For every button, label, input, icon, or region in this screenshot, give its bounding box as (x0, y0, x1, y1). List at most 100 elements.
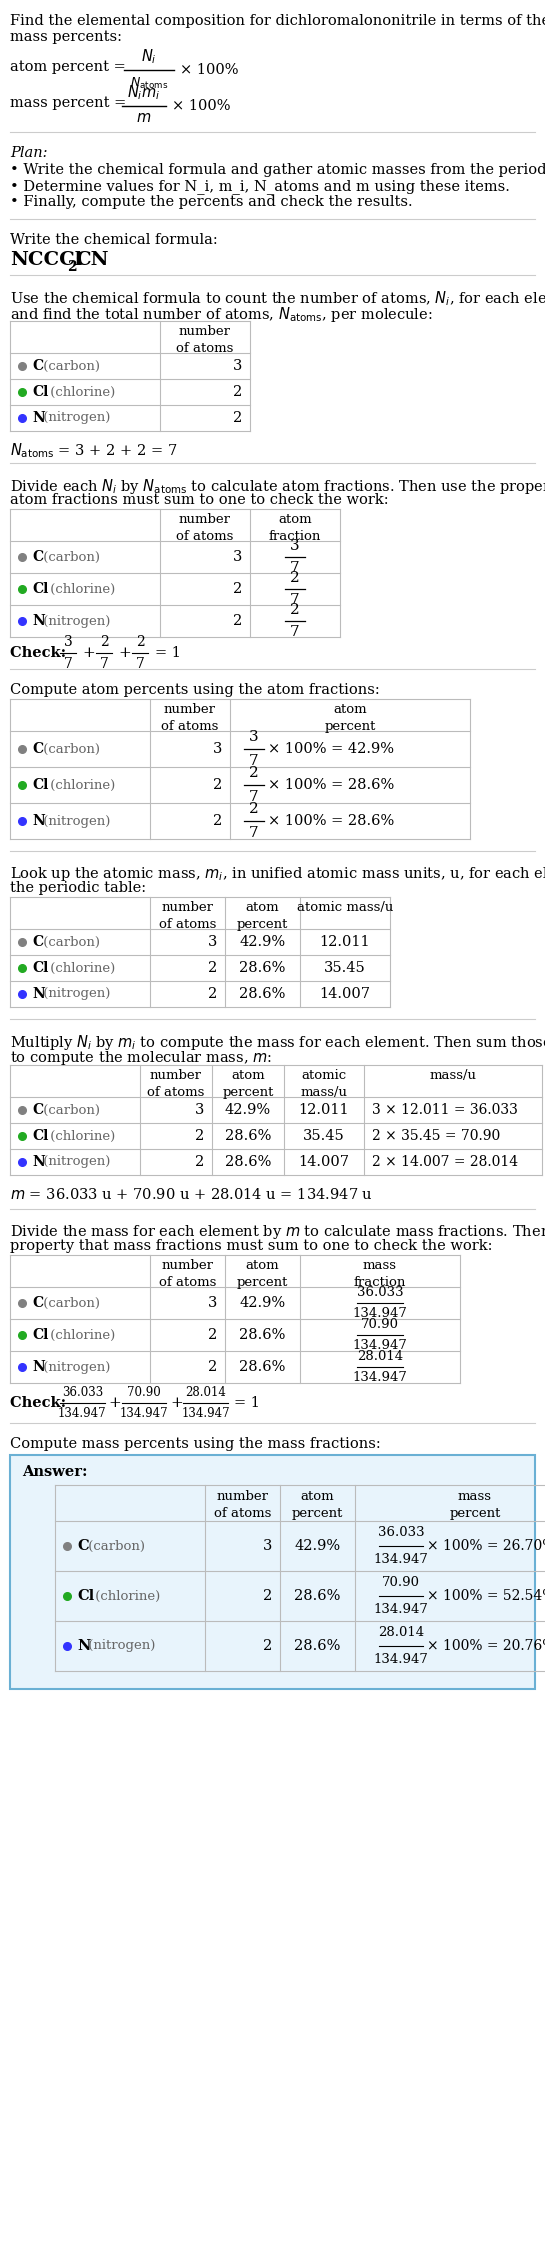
Text: (chlorine): (chlorine) (46, 778, 116, 792)
Text: 2 × 35.45 = 70.90: 2 × 35.45 = 70.90 (372, 1128, 500, 1144)
Text: 2: 2 (263, 1640, 272, 1654)
Text: Cl: Cl (77, 1588, 94, 1604)
Text: 2: 2 (263, 1588, 272, 1604)
Text: C: C (32, 742, 43, 756)
Text: Divide the mass for each element by $m$ to calculate mass fractions. Then use th: Divide the mass for each element by $m$ … (10, 1223, 545, 1241)
Text: C: C (32, 359, 43, 372)
Text: (nitrogen): (nitrogen) (39, 1360, 111, 1374)
Text: 3: 3 (208, 934, 217, 950)
Text: 134.947: 134.947 (373, 1654, 428, 1665)
Text: 3: 3 (233, 359, 242, 372)
Text: the periodic table:: the periodic table: (10, 882, 146, 896)
Text: 7: 7 (136, 656, 144, 670)
Text: 2: 2 (208, 1329, 217, 1342)
Text: N: N (77, 1640, 90, 1654)
Text: 7: 7 (290, 593, 300, 607)
Text: 3: 3 (213, 742, 222, 756)
Text: C: C (32, 1103, 43, 1117)
Text: property that mass fractions must sum to one to check the work:: property that mass fractions must sum to… (10, 1239, 493, 1252)
Text: 2: 2 (213, 778, 222, 792)
Text: number
of atoms: number of atoms (177, 325, 234, 354)
Text: Cl: Cl (32, 386, 49, 399)
Text: $m$: $m$ (136, 111, 152, 124)
Text: mass/u: mass/u (429, 1069, 476, 1083)
Text: 7: 7 (249, 790, 259, 803)
Text: N: N (32, 814, 45, 828)
Text: 2 × 14.007 = 28.014: 2 × 14.007 = 28.014 (372, 1155, 518, 1169)
Text: Cl: Cl (32, 778, 49, 792)
Text: 28.6%: 28.6% (225, 1155, 271, 1169)
Text: mass percents:: mass percents: (10, 29, 122, 45)
Text: C: C (32, 550, 43, 564)
Text: 28.014: 28.014 (185, 1385, 226, 1399)
Text: (carbon): (carbon) (39, 1297, 100, 1308)
Text: 70.90: 70.90 (127, 1385, 161, 1399)
Text: 2: 2 (233, 386, 242, 399)
Text: number
of atoms: number of atoms (147, 1069, 205, 1099)
Text: number
of atoms: number of atoms (177, 512, 234, 544)
Text: atomic mass/u: atomic mass/u (297, 900, 393, 914)
Text: 28.6%: 28.6% (225, 1128, 271, 1144)
Text: × 100% = 42.9%: × 100% = 42.9% (268, 742, 394, 756)
Text: 28.6%: 28.6% (294, 1588, 341, 1604)
Text: Cl: Cl (32, 1329, 49, 1342)
Text: Plan:: Plan: (10, 147, 47, 160)
Text: +: + (118, 645, 131, 661)
Text: 36.033: 36.033 (62, 1385, 103, 1399)
Text: (nitrogen): (nitrogen) (39, 988, 111, 999)
Text: (chlorine): (chlorine) (46, 582, 116, 596)
Text: 3 × 12.011 = 36.033: 3 × 12.011 = 36.033 (372, 1103, 518, 1117)
Text: × 100% = 26.70%: × 100% = 26.70% (427, 1539, 545, 1552)
Text: Compute mass percents using the mass fractions:: Compute mass percents using the mass fra… (10, 1437, 381, 1451)
Text: 2: 2 (195, 1155, 204, 1169)
Text: atom
percent: atom percent (237, 900, 288, 932)
Text: Look up the atomic mass, $m_i$, in unified atomic mass units, u, for each elemen: Look up the atomic mass, $m_i$, in unifi… (10, 864, 545, 882)
Text: 134.947: 134.947 (353, 1306, 408, 1320)
Text: $N_i m_i$: $N_i m_i$ (128, 83, 161, 102)
Text: 2: 2 (213, 814, 222, 828)
Text: × 100% = 20.76%: × 100% = 20.76% (427, 1640, 545, 1654)
Text: 134.947: 134.947 (353, 1340, 408, 1351)
Text: 2: 2 (233, 411, 242, 424)
Text: NCCCl: NCCCl (10, 250, 82, 268)
Text: atom
percent: atom percent (237, 1259, 288, 1288)
Text: (nitrogen): (nitrogen) (84, 1640, 155, 1651)
Text: (carbon): (carbon) (39, 936, 100, 948)
Text: mass percent =: mass percent = (10, 97, 126, 111)
Text: Cl: Cl (32, 961, 49, 975)
Text: number
of atoms: number of atoms (214, 1489, 271, 1521)
Text: × 100%: × 100% (172, 99, 231, 113)
Text: C: C (32, 1295, 43, 1311)
Text: atom
percent: atom percent (324, 704, 376, 733)
Text: C: C (32, 934, 43, 950)
Text: × 100% = 52.54%: × 100% = 52.54% (427, 1588, 545, 1604)
Text: $N_{\rm atoms}$: $N_{\rm atoms}$ (130, 77, 168, 90)
Text: 12.011: 12.011 (320, 934, 370, 950)
Text: = 1: = 1 (234, 1396, 259, 1410)
Text: +: + (82, 645, 95, 661)
Text: $N_{\rm atoms}$ = 3 + 2 + 2 = 7: $N_{\rm atoms}$ = 3 + 2 + 2 = 7 (10, 440, 178, 460)
Text: 2: 2 (208, 961, 217, 975)
Text: mass
percent: mass percent (449, 1489, 501, 1521)
Text: atom
percent: atom percent (292, 1489, 343, 1521)
Text: 3: 3 (290, 539, 300, 553)
Text: (carbon): (carbon) (39, 550, 100, 564)
Text: CN: CN (75, 250, 108, 268)
Text: (nitrogen): (nitrogen) (39, 614, 111, 627)
Text: 7: 7 (249, 754, 259, 767)
Text: (nitrogen): (nitrogen) (39, 814, 111, 828)
Text: to compute the molecular mass, $m$:: to compute the molecular mass, $m$: (10, 1049, 272, 1067)
Text: • Determine values for N_i, m_i, N_atoms and m using these items.: • Determine values for N_i, m_i, N_atoms… (10, 178, 510, 194)
Text: 42.9%: 42.9% (225, 1103, 271, 1117)
Text: 134.947: 134.947 (373, 1552, 428, 1566)
Text: 3: 3 (233, 550, 242, 564)
Text: Cl: Cl (32, 1128, 49, 1144)
Text: number
of atoms: number of atoms (159, 900, 216, 932)
Text: (nitrogen): (nitrogen) (39, 411, 111, 424)
Text: 36.033: 36.033 (356, 1286, 403, 1299)
Text: Multiply $N_i$ by $m_i$ to compute the mass for each element. Then sum those val: Multiply $N_i$ by $m_i$ to compute the m… (10, 1033, 545, 1051)
Text: 7: 7 (100, 656, 108, 670)
Text: 14.007: 14.007 (299, 1155, 349, 1169)
Text: 2: 2 (100, 634, 108, 650)
Text: 2: 2 (233, 582, 242, 596)
